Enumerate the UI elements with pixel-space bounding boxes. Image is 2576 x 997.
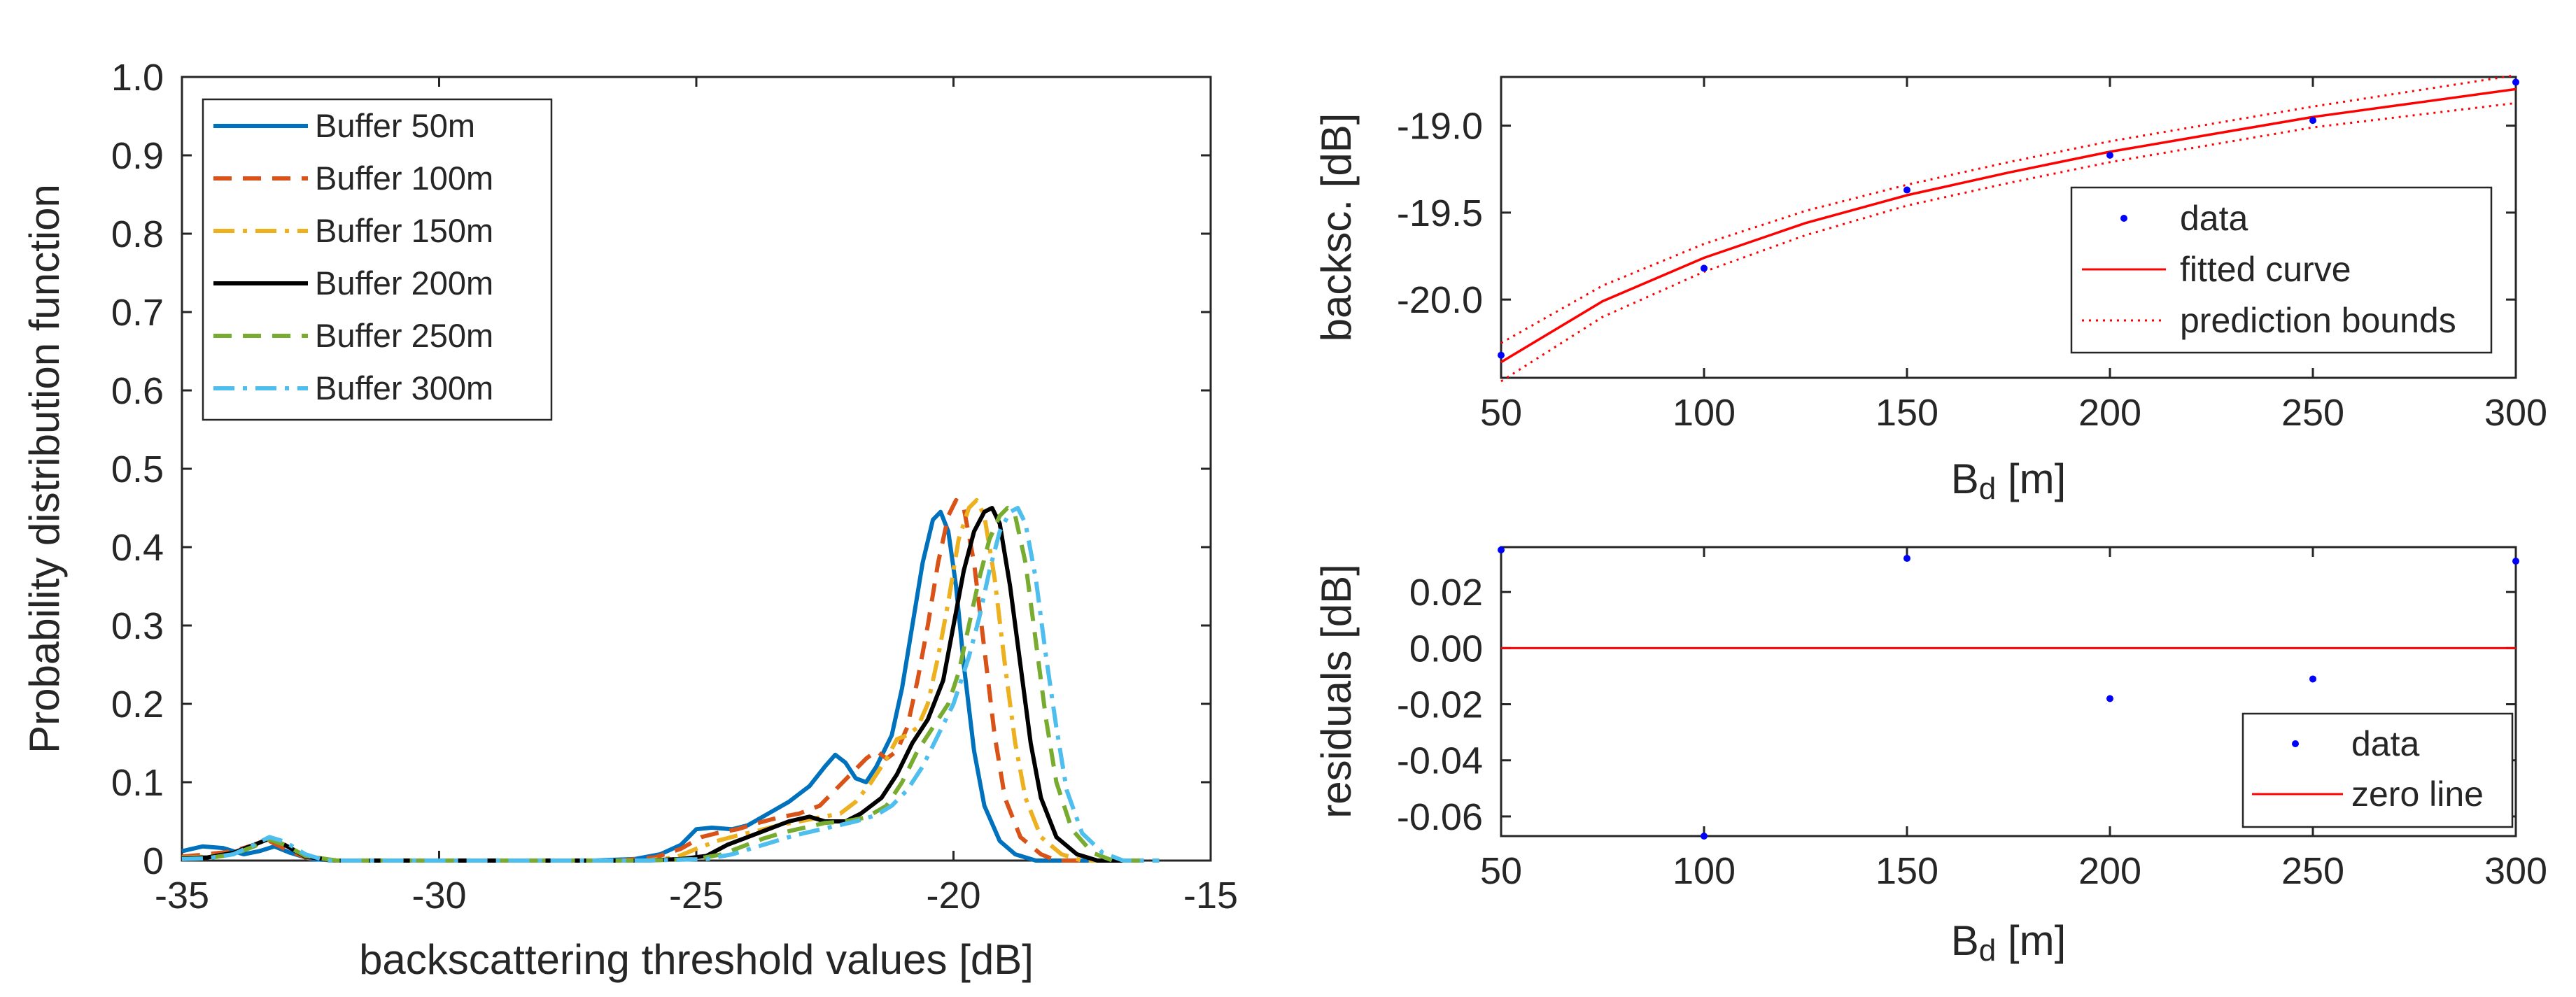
fit-prediction-bound-upper: [1500, 74, 2517, 344]
fit-y-axis-label: backsc. [dB]: [1313, 113, 1360, 342]
fit-x-tick-label: 50: [1480, 392, 1522, 434]
fit-legend-label-bounds: prediction bounds: [2180, 301, 2456, 340]
fit-y-tick-label: -19.0: [1397, 106, 1483, 148]
pdf-x-tick-label: -15: [1183, 875, 1238, 917]
fit-marks-group: [1498, 74, 2519, 383]
pdf-legend-box: [202, 98, 553, 421]
fit-ticks: 50 100 150 200 250 300 -20.0 -19.5 -19.0: [1397, 77, 2547, 434]
residuals-x-axis-label-main: B: [1951, 917, 1979, 964]
pdf-legend-label-5: Buffer 250m: [315, 317, 493, 354]
residuals-legend-label-zero: zero line: [2351, 775, 2484, 814]
pdf-legend-label-3: Buffer 150m: [315, 212, 493, 249]
fit-legend: data fitted curve prediction bounds: [2070, 186, 2493, 354]
pdf-legend-label-2: Buffer 100m: [315, 160, 493, 197]
fit-legend-data-marker: [2120, 215, 2127, 222]
pdf-panel: -35 -30 -25 -20 -15 0 0.1 0.2 0.3 0.4 0.5 0.6 0.7 0.8…: [21, 57, 1238, 983]
pdf-series-line-6: [181, 506, 1160, 863]
fit-data-point: [2309, 117, 2316, 125]
fit-y-tick-label: -19.5: [1397, 192, 1483, 234]
fit-x-axis-label: Bd [m]: [1951, 455, 2067, 506]
fit-x-tick-label: 200: [2078, 392, 2141, 434]
residuals-ticks: 50 100 150 200 250 300 -0.06 -0.04 -0.02 0.00 0.02: [1397, 547, 2547, 892]
pdf-y-tick-label: 0.6: [111, 370, 164, 412]
pdf-y-axis-label: Probability distribution function: [21, 184, 68, 754]
fit-x-axis-label-sub: d: [1979, 472, 1996, 506]
residuals-x-tick-label: 50: [1480, 850, 1522, 892]
residuals-y-tick-label: -0.06: [1397, 796, 1483, 838]
residuals-legend-data-marker: [2292, 740, 2299, 747]
pdf-x-tick-label: -25: [669, 875, 724, 917]
pdf-y-tick-label: 1.0: [111, 57, 164, 99]
fit-legend-label-fit: fitted curve: [2180, 250, 2351, 289]
pdf-legend-label-4: Buffer 200m: [315, 264, 493, 302]
residuals-y-axis-label: residuals [dB]: [1313, 564, 1360, 819]
pdf-legend-label-1: Buffer 50m: [315, 107, 475, 144]
pdf-y-tick-label: 0.4: [111, 527, 164, 569]
residuals-legend-label-data: data: [2351, 724, 2420, 763]
pdf-y-tick-label: 0.3: [111, 605, 164, 647]
residuals-x-tick-label: 100: [1673, 850, 1736, 892]
fit-data-point: [2106, 151, 2113, 159]
fit-y-tick-label: -20.0: [1397, 279, 1483, 321]
residuals-data-point: [2106, 695, 2113, 702]
pdf-x-tick-label: -30: [411, 875, 466, 917]
residuals-legend-box: [2241, 712, 2514, 828]
fit-x-axis-label-unit: [m]: [1996, 455, 2066, 502]
fit-panel: 50 100 150 200 250 300 -20.0 -19.5 -19.0 backsc.…: [1313, 74, 2547, 506]
fit-x-tick-label: 150: [1875, 392, 1938, 434]
fit-legend-label-data: data: [2180, 199, 2248, 238]
pdf-y-tick-label: 0.9: [111, 135, 164, 177]
pdf-x-tick-label: -35: [155, 875, 209, 917]
residuals-x-tick-label: 200: [2078, 850, 2141, 892]
fit-data-point: [1498, 351, 1505, 359]
fit-data-point: [1903, 186, 1910, 194]
fit-x-tick-label: 250: [2281, 392, 2344, 434]
residuals-x-tick-label: 300: [2484, 850, 2547, 892]
residuals-x-axis-label-unit: [m]: [1996, 917, 2066, 964]
pdf-x-tick-label: -20: [926, 875, 980, 917]
residuals-y-tick-label: -0.02: [1397, 684, 1483, 726]
residuals-data-point: [1498, 546, 1505, 554]
residuals-x-tick-label: 150: [1875, 850, 1938, 892]
residuals-data-point: [2512, 558, 2519, 565]
residuals-y-tick-label: -0.04: [1397, 740, 1483, 782]
residuals-data-point: [2309, 675, 2316, 683]
pdf-y-tick-label: 0.2: [111, 684, 164, 726]
pdf-legend-label-6: Buffer 300m: [315, 369, 493, 406]
pdf-legend: Buffer 50m Buffer 100m Buffer 150m Buffer 2…: [202, 98, 553, 421]
pdf-series-group: [181, 497, 1160, 863]
pdf-ticks: -35 -30 -25 -20 -15 0 0.1 0.2 0.3 0.4 0.5 0.6 0.7 0.8…: [111, 57, 1238, 917]
pdf-y-tick-label: 0.7: [111, 292, 164, 334]
residuals-x-tick-label: 250: [2281, 850, 2344, 892]
residuals-panel: 50 100 150 200 250 300 -0.06 -0.04 -0.02 0.00 0.02…: [1313, 546, 2547, 968]
fit-data-point: [2512, 78, 2519, 86]
residuals-y-tick-label: 0.02: [1409, 572, 1483, 614]
fit-x-tick-label: 300: [2484, 392, 2547, 434]
pdf-y-tick-label: 0: [143, 840, 164, 882]
fit-data-point: [1701, 264, 1708, 272]
residuals-legend: data zero line: [2241, 712, 2514, 828]
pdf-y-tick-label: 0.8: [111, 213, 164, 255]
residuals-x-axis-label-sub: d: [1979, 933, 1996, 968]
residuals-y-tick-label: 0.00: [1409, 628, 1483, 670]
fit-curve-line: [1500, 87, 2517, 364]
fit-x-tick-label: 100: [1673, 392, 1736, 434]
pdf-y-tick-label: 0.1: [111, 762, 164, 804]
residuals-data-point: [1701, 833, 1708, 840]
fit-x-axis-label-main: B: [1951, 455, 1979, 502]
residuals-x-axis-label: Bd [m]: [1951, 917, 2067, 968]
pdf-x-axis-label: backscattering threshold values [dB]: [359, 936, 1034, 983]
residuals-marks-group: [1498, 546, 2519, 840]
pdf-y-tick-label: 0.5: [111, 448, 164, 490]
residuals-data-point: [1903, 555, 1910, 563]
